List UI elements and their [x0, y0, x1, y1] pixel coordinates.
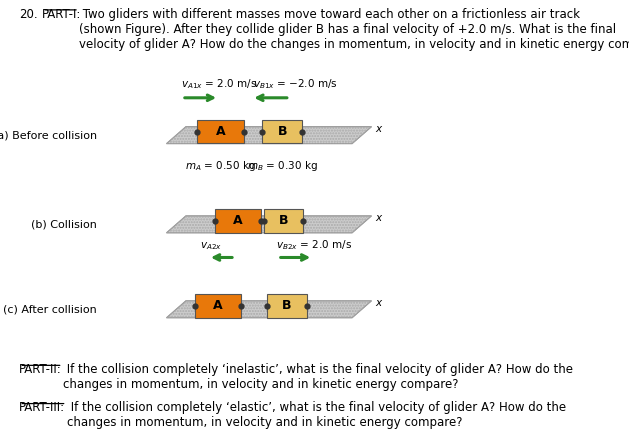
- Text: PART-II:: PART-II:: [19, 363, 62, 376]
- Text: $v_{B1x}$ = −2.0 m/s: $v_{B1x}$ = −2.0 m/s: [253, 78, 337, 92]
- Text: (b) Collision: (b) Collision: [31, 219, 97, 229]
- FancyBboxPatch shape: [262, 120, 302, 143]
- Text: $m_B$ = 0.30 kg: $m_B$ = 0.30 kg: [247, 159, 318, 173]
- Text: 20.: 20.: [19, 8, 38, 21]
- Text: (a) Before collision: (a) Before collision: [0, 130, 97, 140]
- Text: A: A: [216, 125, 225, 138]
- Text: $v_{A2x}$: $v_{A2x}$: [201, 240, 223, 252]
- Polygon shape: [167, 127, 372, 143]
- Text: B: B: [279, 215, 288, 228]
- Text: If the collision completely ‘elastic’, what is the final velocity of glider A? H: If the collision completely ‘elastic’, w…: [67, 402, 565, 429]
- Text: $v_{B2x}$ = 2.0 m/s: $v_{B2x}$ = 2.0 m/s: [276, 238, 352, 252]
- Polygon shape: [167, 216, 372, 233]
- Text: x: x: [375, 213, 381, 223]
- FancyBboxPatch shape: [197, 120, 243, 143]
- FancyBboxPatch shape: [195, 294, 242, 317]
- Polygon shape: [167, 301, 372, 318]
- FancyBboxPatch shape: [267, 294, 306, 317]
- Text: x: x: [375, 298, 381, 308]
- Text: PART-III:: PART-III:: [19, 402, 65, 415]
- Text: A: A: [213, 300, 223, 313]
- Text: B: B: [277, 125, 287, 138]
- Text: Two gliders with different masses move toward each other on a frictionless air t: Two gliders with different masses move t…: [79, 8, 629, 51]
- FancyBboxPatch shape: [264, 209, 303, 233]
- Text: $m_A$ = 0.50 kg: $m_A$ = 0.50 kg: [185, 159, 256, 173]
- Text: B: B: [282, 300, 291, 313]
- Text: A: A: [233, 215, 243, 228]
- Text: (c) After collision: (c) After collision: [3, 304, 97, 314]
- FancyBboxPatch shape: [215, 209, 261, 233]
- Text: x: x: [375, 124, 381, 134]
- Text: $v_{A1x}$ = 2.0 m/s: $v_{A1x}$ = 2.0 m/s: [181, 78, 257, 92]
- Text: If the collision completely ‘inelastic’, what is the final velocity of glider A?: If the collision completely ‘inelastic’,…: [63, 363, 572, 391]
- Text: PART-I:: PART-I:: [42, 8, 82, 21]
